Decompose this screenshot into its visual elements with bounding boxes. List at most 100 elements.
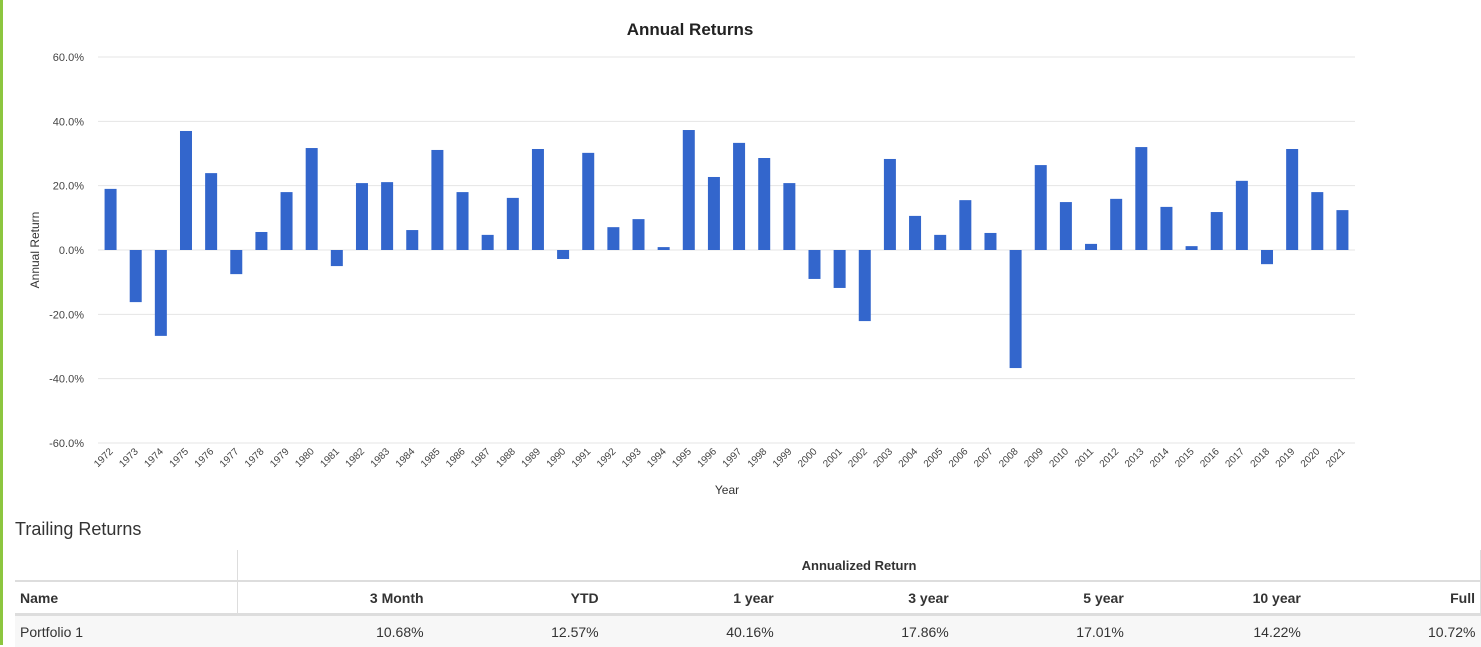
bar-2001 [834,250,846,288]
x-axis-label: Year [715,483,739,497]
bar-1986 [457,192,469,250]
bar-2021 [1336,210,1348,250]
bar-1974 [155,250,167,336]
annual-returns-chart: Annual Returns Year Annual Return 60.0%4… [0,0,1481,510]
trailing-returns-table: Annualized Return Name 3 Month YTD 1 yea… [15,550,1481,647]
x-tick-label: 2018 [1249,446,1273,470]
x-tick-label: 1980 [293,446,317,470]
bar-2000 [808,250,820,279]
bar-2016 [1211,212,1223,250]
bar-1981 [331,250,343,266]
y-tick-label: 20.0% [53,181,84,193]
bar-1995 [683,130,695,250]
bar-2018 [1261,250,1273,264]
chart-title: Annual Returns [627,20,754,39]
x-tick-label: 2020 [1299,446,1323,470]
cell-3-month: 10.68% [238,615,429,647]
cell-3-year: 17.86% [779,615,954,647]
x-tick-label: 2015 [1173,446,1197,470]
bar-1996 [708,177,720,250]
x-tick-label: 2005 [922,446,946,470]
bar-1977 [230,250,242,274]
bar-2003 [884,159,896,250]
cell-ytd: 12.57% [429,615,604,647]
bar-1998 [758,158,770,250]
bar-1991 [582,153,594,250]
bar-2010 [1060,202,1072,250]
bar-2009 [1035,165,1047,250]
col-header-10-year[interactable]: 10 year [1129,581,1306,615]
cell-5-year: 17.01% [954,615,1129,647]
bar-1984 [406,230,418,250]
bar-2014 [1160,207,1172,250]
x-tick-label: 2000 [796,446,820,470]
x-tick-label: 2019 [1274,446,1298,470]
x-tick-label: 1997 [721,446,745,470]
bar-2012 [1110,199,1122,250]
x-tick-label: 2004 [897,446,921,470]
bar-1990 [557,250,569,259]
x-tick-label: 1996 [696,446,720,470]
x-tick-label: 1991 [570,446,594,470]
x-tick-label: 2012 [1098,446,1122,470]
col-header-3-year[interactable]: 3 year [779,581,954,615]
y-tick-label: 60.0% [53,52,84,64]
x-tick-label: 2021 [1324,446,1348,470]
x-tick-label: 2010 [1048,446,1072,470]
x-tick-label: 1974 [142,446,166,470]
bar-1975 [180,131,192,250]
x-tick-label: 1978 [243,446,267,470]
bar-1976 [205,173,217,250]
bar-2013 [1135,147,1147,250]
bar-2019 [1286,149,1298,250]
col-header-name[interactable]: Name [15,581,238,615]
x-tick-label: 1981 [318,446,342,470]
bar-2002 [859,250,871,321]
y-tick-label: -60.0% [49,438,84,450]
bar-1979 [281,192,293,250]
x-tick-label: 1992 [595,446,619,470]
x-tick-label: 1979 [268,446,292,470]
x-tick-label: 2001 [821,446,845,470]
col-header-full[interactable]: Full [1306,581,1481,615]
col-header-ytd[interactable]: YTD [429,581,604,615]
y-tick-label: -40.0% [49,374,84,386]
x-tick-label: 1988 [494,446,518,470]
bar-2008 [1010,250,1022,368]
x-tick-label: 1983 [369,446,393,470]
x-tick-label: 1975 [168,446,192,470]
y-axis-label: Annual Return [28,212,42,289]
col-header-3-month[interactable]: 3 Month [238,581,429,615]
cell-10-year: 14.22% [1129,615,1306,647]
x-tick-label: 2011 [1073,446,1096,469]
bar-1972 [105,189,117,250]
y-tick-label: -20.0% [49,309,84,321]
bar-2006 [959,200,971,250]
x-tick-label: 2016 [1198,446,1222,470]
x-tick-label: 1998 [746,446,770,470]
bar-1982 [356,183,368,250]
col-header-5-year[interactable]: 5 year [954,581,1129,615]
cell-full: 10.72% [1306,615,1481,647]
x-tick-label: 1985 [419,446,443,470]
x-tick-label: 1993 [620,446,644,470]
bar-2020 [1311,192,1323,250]
x-tick-label: 1990 [545,446,569,470]
x-tick-label: 2017 [1223,446,1247,470]
x-tick-label: 2003 [872,446,896,470]
bar-2011 [1085,244,1097,250]
bar-2015 [1186,246,1198,250]
col-header-1-year[interactable]: 1 year [604,581,779,615]
x-tick-label: 1982 [344,446,368,470]
x-tick-label: 2006 [947,446,971,470]
x-tick-label: 1989 [520,446,544,470]
bar-1989 [532,149,544,250]
bar-1978 [255,232,267,250]
bar-1983 [381,182,393,250]
cell-1-year: 40.16% [604,615,779,647]
bar-1993 [633,219,645,250]
bar-1992 [607,227,619,250]
bar-2005 [934,235,946,250]
bar-1999 [783,183,795,250]
bar-1987 [482,235,494,250]
